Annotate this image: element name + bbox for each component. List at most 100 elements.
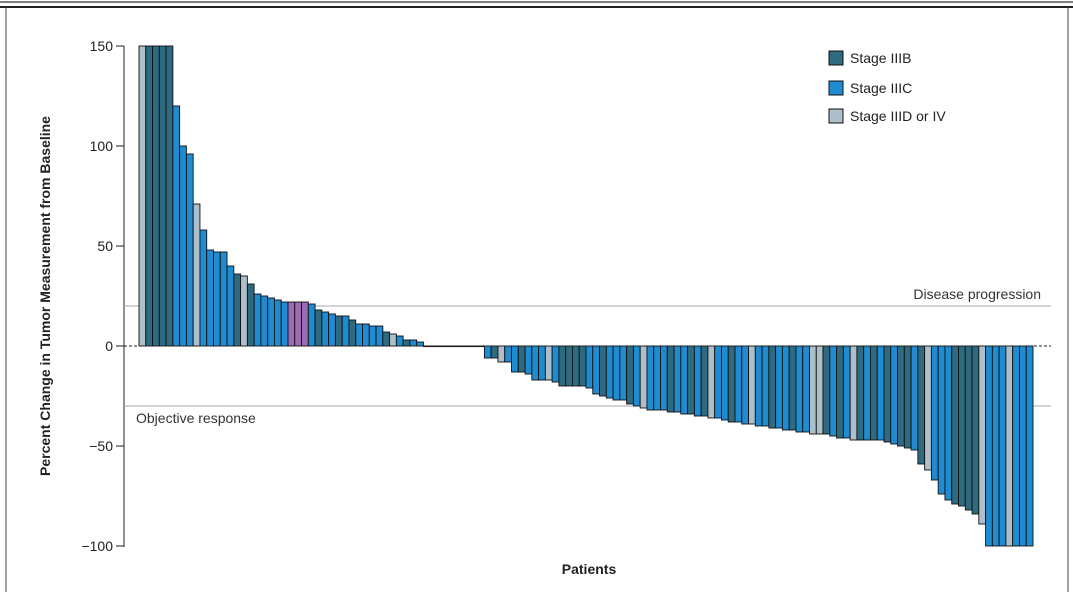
patient-bar (321, 311, 330, 347)
patient-bar (991, 345, 1000, 547)
patient-bar (836, 345, 844, 439)
patient-bar (930, 345, 939, 481)
patient-bar (897, 345, 905, 447)
x-axis-title: Patients (562, 561, 617, 577)
patient-bar (355, 323, 363, 347)
patient-bar (395, 335, 404, 347)
patient-bar (687, 345, 695, 415)
patient-bar (761, 345, 770, 427)
patient-bar (409, 339, 418, 347)
patient-bar (307, 303, 316, 347)
patient-bar (707, 345, 716, 419)
patient-bar (578, 345, 587, 387)
patient-bar (917, 345, 926, 465)
y-tick-label: 150 (90, 38, 114, 54)
patient-bar (172, 105, 181, 347)
patient-bar (632, 345, 641, 407)
patient-bar (599, 345, 607, 397)
patient-bar (572, 345, 580, 387)
patient-bar (721, 345, 729, 421)
patient-bar (314, 309, 323, 347)
patient-bar (1019, 345, 1027, 547)
legend-label-stage-iiid-or-iv: Stage IIID or IV (850, 108, 946, 124)
patient-bar (870, 345, 878, 441)
patient-bar (287, 301, 296, 347)
patient-bar (179, 145, 187, 347)
y-axis-title: Percent Change in Tumor Measurement from… (37, 116, 53, 476)
patient-bar (863, 345, 871, 441)
patient-bar (274, 299, 282, 347)
patient-bar (890, 345, 898, 445)
y-ticks: 150 100 50 0 −50 −100 (81, 38, 124, 554)
patient-bar (152, 45, 160, 347)
patient-bar (937, 345, 946, 495)
patient-bar (951, 345, 959, 505)
patient-bar (788, 345, 797, 431)
patient-bar (795, 345, 804, 433)
objective-response-label: Objective response (136, 410, 256, 426)
legend-swatch-stage-iiic (828, 80, 844, 96)
patient-bar (375, 325, 384, 347)
patient-bar (402, 339, 411, 347)
patient-bar (734, 345, 743, 423)
patient-bar (382, 331, 391, 347)
patient-bar (883, 345, 892, 443)
legend: Stage IIIB Stage IIIC Stage IIID or IV (828, 50, 946, 124)
legend-label-stage-iiib: Stage IIIB (850, 50, 911, 66)
patient-bar (829, 345, 838, 437)
patient-bar (267, 297, 275, 347)
patient-bar (531, 345, 540, 381)
patient-bar (1005, 345, 1014, 547)
patient-bar (666, 345, 675, 413)
patient-bar (246, 283, 255, 347)
patient-bar (856, 345, 865, 441)
patient-bar (558, 345, 567, 387)
patient-bar (490, 345, 499, 359)
patient-bar (517, 345, 526, 373)
patient-bar (673, 345, 682, 413)
patient-bar (971, 345, 980, 515)
patient-bar (978, 345, 987, 525)
bars (138, 45, 1034, 547)
y-tick-label: 50 (97, 238, 113, 254)
patient-bar (619, 345, 628, 401)
patient-bar (964, 345, 973, 511)
patient-bar (768, 345, 777, 429)
patient-bar (416, 341, 424, 347)
patient-bar (219, 251, 228, 347)
patient-bar (815, 345, 824, 435)
patient-bar (660, 345, 668, 411)
patient-bar (280, 301, 289, 347)
patient-bar (626, 345, 634, 405)
patient-bar (362, 323, 370, 347)
patient-bar (910, 345, 919, 451)
disease-progression-label: Disease progression (913, 286, 1041, 302)
patient-bar (924, 345, 932, 471)
patient-bar (334, 315, 343, 347)
patient-bar (754, 345, 763, 427)
patient-bar (741, 345, 749, 425)
patient-bar (700, 345, 709, 417)
patient-bar (524, 345, 533, 375)
patient-bar (348, 319, 357, 347)
patient-bar (504, 345, 512, 363)
patient-bar (206, 249, 214, 347)
patient-bar (592, 345, 600, 395)
patient-bar (226, 265, 235, 347)
patient-bar (605, 345, 614, 399)
patient-bar (341, 315, 350, 347)
patient-bar (538, 345, 546, 381)
patient-bar (544, 345, 553, 381)
patient-bar (497, 345, 506, 363)
patient-bar (612, 345, 621, 401)
patient-bar (842, 345, 851, 439)
patient-bar (301, 301, 309, 347)
patient-bar (727, 345, 736, 423)
patient-bar (565, 345, 573, 387)
legend-label-stage-iiic: Stage IIIC (850, 80, 912, 96)
patient-bar (748, 345, 756, 425)
patient-bar (145, 45, 153, 347)
patient-bar (158, 45, 167, 347)
y-tick-label: −100 (81, 538, 113, 554)
